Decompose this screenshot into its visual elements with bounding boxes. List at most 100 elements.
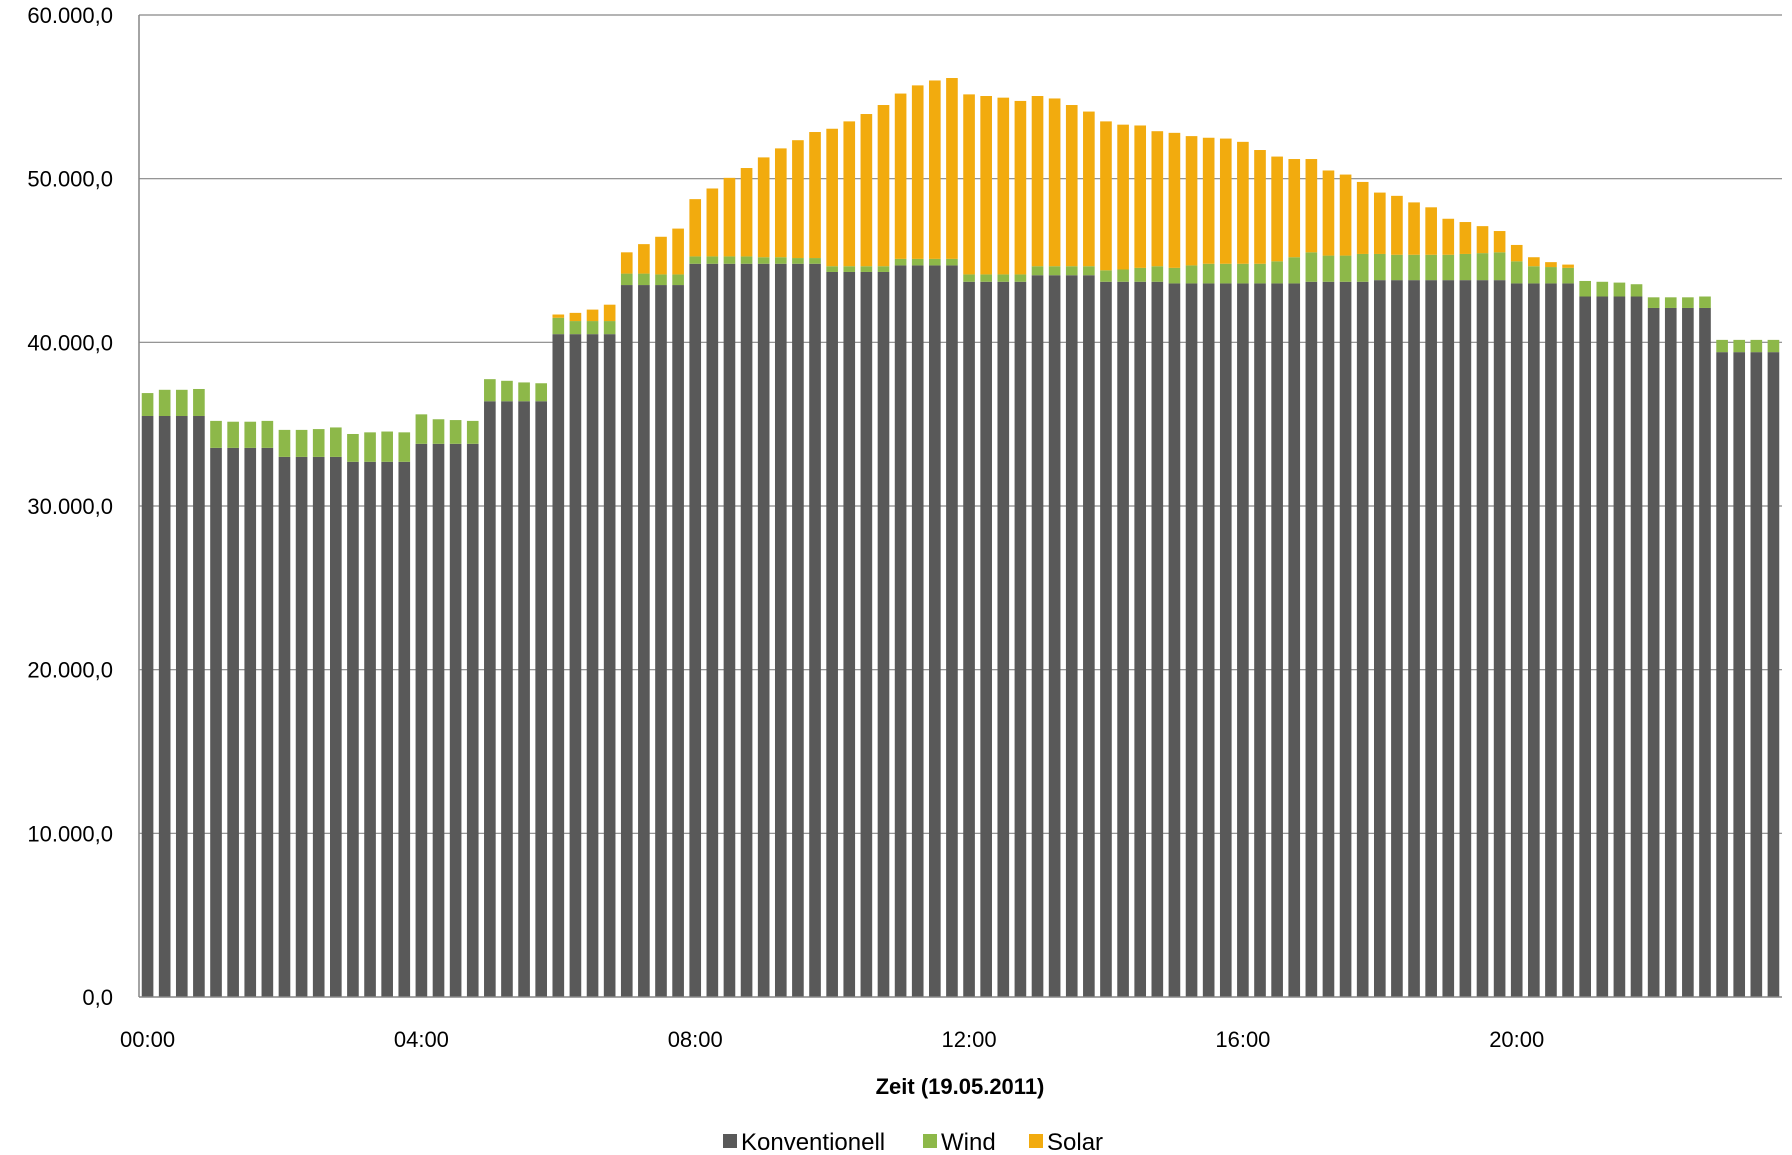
bar-wind	[843, 266, 856, 272]
bar-konventionell	[227, 447, 239, 997]
bar-konventionell	[1339, 281, 1352, 997]
bar-konventionell	[1065, 275, 1078, 998]
bar-konventionell	[210, 447, 222, 997]
bar-solar	[655, 236, 667, 275]
bar-konventionell	[963, 281, 975, 997]
bar-konventionell	[569, 334, 582, 997]
bar-konventionell	[1237, 283, 1249, 997]
x-axis-tick-labels: 00:00 04:00 08:00 12:00 16:00 20:00	[120, 1027, 1544, 1052]
bar-solar	[1254, 150, 1266, 264]
legend: Konventionell Wind Solar	[723, 1129, 1103, 1155]
bar-solar	[1408, 202, 1420, 255]
bar-solar	[1237, 141, 1249, 264]
bar-konventionell	[638, 285, 650, 997]
bar-wind	[1065, 266, 1078, 276]
bar-wind	[1271, 261, 1283, 284]
bar-wind	[980, 274, 992, 282]
bar-konventionell	[1750, 352, 1763, 997]
bar-konventionell	[1083, 275, 1095, 998]
bar-wind	[1288, 257, 1301, 284]
bar-wind	[1630, 284, 1643, 297]
bar-wind	[244, 421, 257, 448]
bar-solar	[723, 177, 736, 257]
bar-konventionell	[1134, 281, 1147, 997]
bar-wind	[1134, 267, 1147, 282]
bar-konventionell	[1579, 296, 1591, 997]
bar-solar	[689, 199, 702, 257]
bar-wind	[569, 321, 582, 335]
bar-konventionell	[997, 281, 1010, 997]
bar-wind	[1322, 255, 1335, 282]
bar-solar	[1493, 231, 1506, 253]
bar-konventionell	[1613, 296, 1626, 997]
bar-konventionell	[449, 443, 462, 997]
legend-swatch-solar	[1029, 1134, 1043, 1148]
bar-wind	[586, 321, 599, 335]
bar-wind	[860, 266, 873, 272]
bar-konventionell	[1528, 283, 1540, 997]
bar-solar	[1442, 218, 1455, 255]
bar-wind	[1254, 263, 1266, 284]
bar-konventionell	[1562, 283, 1574, 997]
bar-solar	[946, 78, 958, 259]
bar-solar	[1459, 222, 1472, 254]
bar-wind	[210, 420, 222, 448]
y-tick-label: 50.000,0	[27, 167, 113, 192]
bar-wind	[757, 257, 770, 264]
bar-konventionell	[1391, 280, 1403, 997]
y-tick-label: 60.000,0	[27, 3, 113, 28]
bar-konventionell	[381, 461, 393, 997]
bar-konventionell	[175, 415, 188, 998]
bar-wind	[1528, 266, 1540, 284]
bar-wind	[1356, 253, 1369, 282]
bar-solar	[1271, 156, 1283, 262]
bar-solar	[1322, 170, 1335, 256]
bar-wind	[1168, 267, 1181, 284]
bar-wind	[381, 431, 393, 462]
legend-swatch-wind	[923, 1134, 937, 1148]
bar-konventionell	[860, 271, 873, 998]
bar-konventionell	[1493, 280, 1506, 997]
bar-wind	[809, 258, 821, 264]
bar-solar	[1151, 131, 1164, 267]
bar-konventionell	[518, 401, 530, 997]
bar-wind	[1442, 254, 1455, 281]
bar-konventionell	[706, 263, 719, 997]
bar-solar	[706, 188, 719, 257]
bar-konventionell	[1014, 281, 1027, 997]
y-tick-label: 10.000,0	[27, 821, 113, 846]
bar-konventionell	[244, 447, 257, 997]
bar-wind	[347, 433, 359, 462]
bar-solar	[1185, 136, 1198, 266]
bar-wind	[929, 258, 941, 266]
bar-wind	[792, 258, 804, 264]
bar-konventionell	[946, 265, 958, 997]
bar-konventionell	[1630, 296, 1643, 997]
x-tick-label: 08:00	[668, 1027, 723, 1052]
bar-wind	[278, 429, 291, 457]
bar-konventionell	[603, 334, 616, 997]
bar-konventionell	[278, 456, 291, 997]
bar-konventionell	[1356, 281, 1369, 997]
bar-konventionell	[1254, 283, 1266, 997]
legend-label-wind: Wind	[941, 1129, 996, 1155]
bar-wind	[1408, 254, 1420, 281]
bar-wind	[894, 258, 907, 266]
bar-solar	[826, 128, 838, 267]
bar-wind	[312, 429, 325, 457]
bar-konventionell	[466, 443, 479, 997]
bar-konventionell	[484, 401, 496, 997]
bar-solar	[1083, 111, 1095, 267]
bar-wind	[1647, 297, 1660, 308]
bar-wind	[1425, 254, 1437, 281]
bar-wind	[1750, 339, 1763, 353]
bar-wind	[946, 258, 958, 266]
bar-solar	[1562, 264, 1574, 268]
bar-wind	[227, 421, 239, 448]
bar-wind	[1493, 252, 1506, 281]
bar-konventionell	[929, 265, 941, 997]
bar-konventionell	[1476, 280, 1489, 997]
bar-konventionell	[552, 334, 565, 997]
x-axis-title: Zeit (19.05.2011)	[876, 1074, 1045, 1099]
bar-konventionell	[1733, 352, 1746, 997]
